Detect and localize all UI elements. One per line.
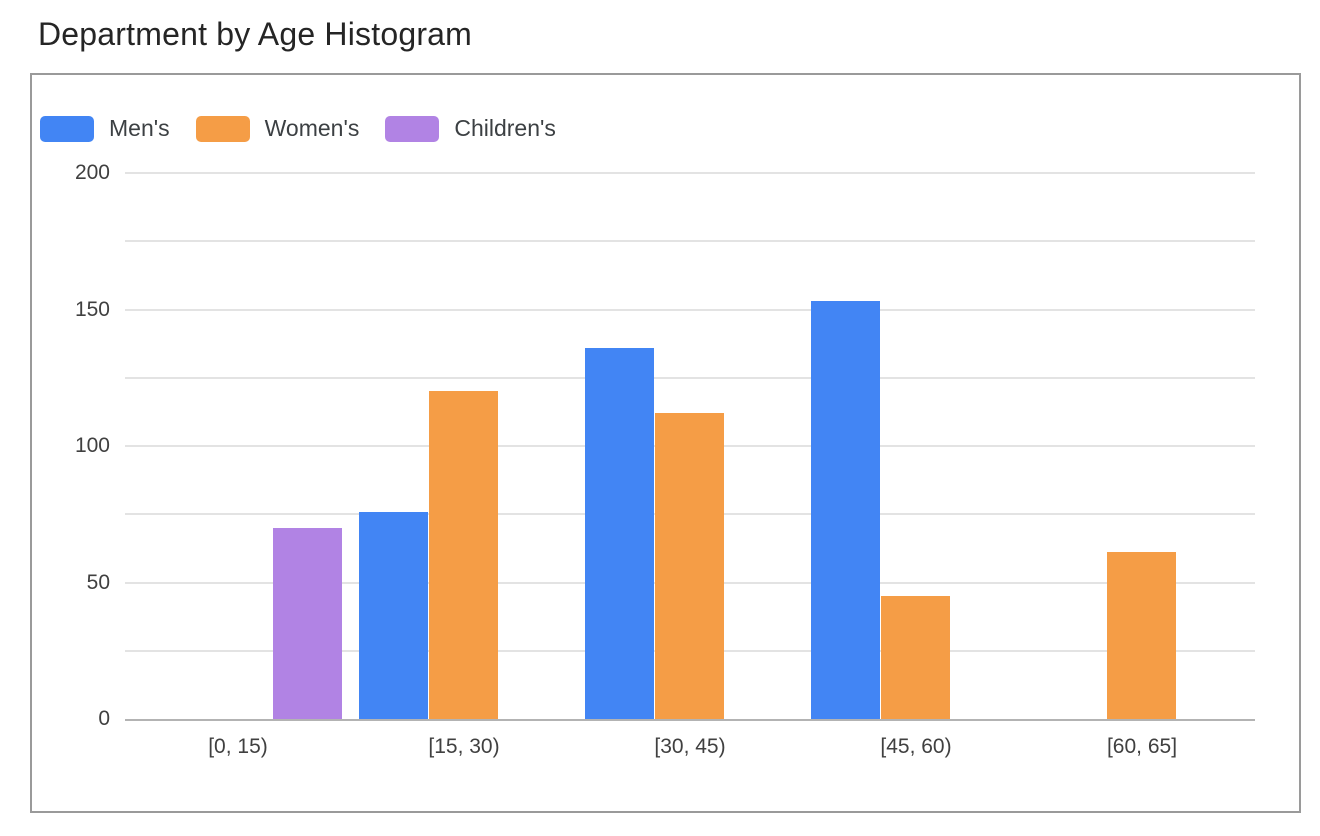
legend-label-womens: Women's bbox=[264, 115, 360, 141]
x-tick-label-6065: [60, 65] bbox=[1106, 735, 1178, 758]
y-tick-label-150: 150 bbox=[74, 297, 110, 321]
x-axis-baseline bbox=[125, 719, 1255, 721]
gridline-200 bbox=[125, 172, 1255, 174]
legend-label-childrens: Children's bbox=[454, 115, 556, 141]
bar-womens-3045[interactable] bbox=[655, 413, 724, 719]
bar-mens-4560[interactable] bbox=[811, 301, 880, 719]
legend-item-childrens: Children's bbox=[385, 115, 556, 142]
y-tick-label-50: 50 bbox=[86, 570, 110, 594]
chart-title: Department by Age Histogram bbox=[38, 16, 473, 52]
legend-label-mens: Men's bbox=[109, 115, 170, 141]
x-tick-label-1530: [15, 30) bbox=[428, 735, 500, 758]
bar-childrens-015[interactable] bbox=[273, 527, 342, 719]
legend-swatch-childrens bbox=[385, 115, 440, 142]
legend-swatch-mens bbox=[40, 115, 94, 142]
legend-item-mens: Men's bbox=[40, 115, 170, 142]
x-tick-label-4560: [45, 60) bbox=[880, 735, 952, 758]
chart-card: Men's Women's Children's 0 50 100 150 200 [0, … bbox=[30, 73, 1301, 813]
legend-item-womens: Women's bbox=[195, 115, 360, 142]
bar-womens-6065[interactable] bbox=[1107, 552, 1176, 719]
y-tick-label-0: 0 bbox=[98, 707, 110, 730]
y-tick-label-200: 200 bbox=[74, 161, 110, 184]
gridline-150 bbox=[125, 308, 1255, 311]
gridline-125 bbox=[125, 376, 1255, 379]
x-tick-label-015: [0, 15) bbox=[208, 735, 268, 758]
x-tick-label-3045: [30, 45) bbox=[654, 735, 726, 758]
bar-mens-1530[interactable] bbox=[359, 511, 428, 719]
gridline-175 bbox=[125, 240, 1255, 243]
plot-area bbox=[125, 172, 1255, 721]
y-tick-label-100: 100 bbox=[74, 434, 110, 457]
legend-swatch-womens bbox=[195, 115, 250, 142]
bar-womens-4560[interactable] bbox=[881, 596, 950, 719]
bar-mens-3045[interactable] bbox=[585, 347, 654, 719]
chart-legend: Men's Women's Children's bbox=[40, 115, 582, 142]
bar-womens-1530[interactable] bbox=[429, 391, 498, 719]
